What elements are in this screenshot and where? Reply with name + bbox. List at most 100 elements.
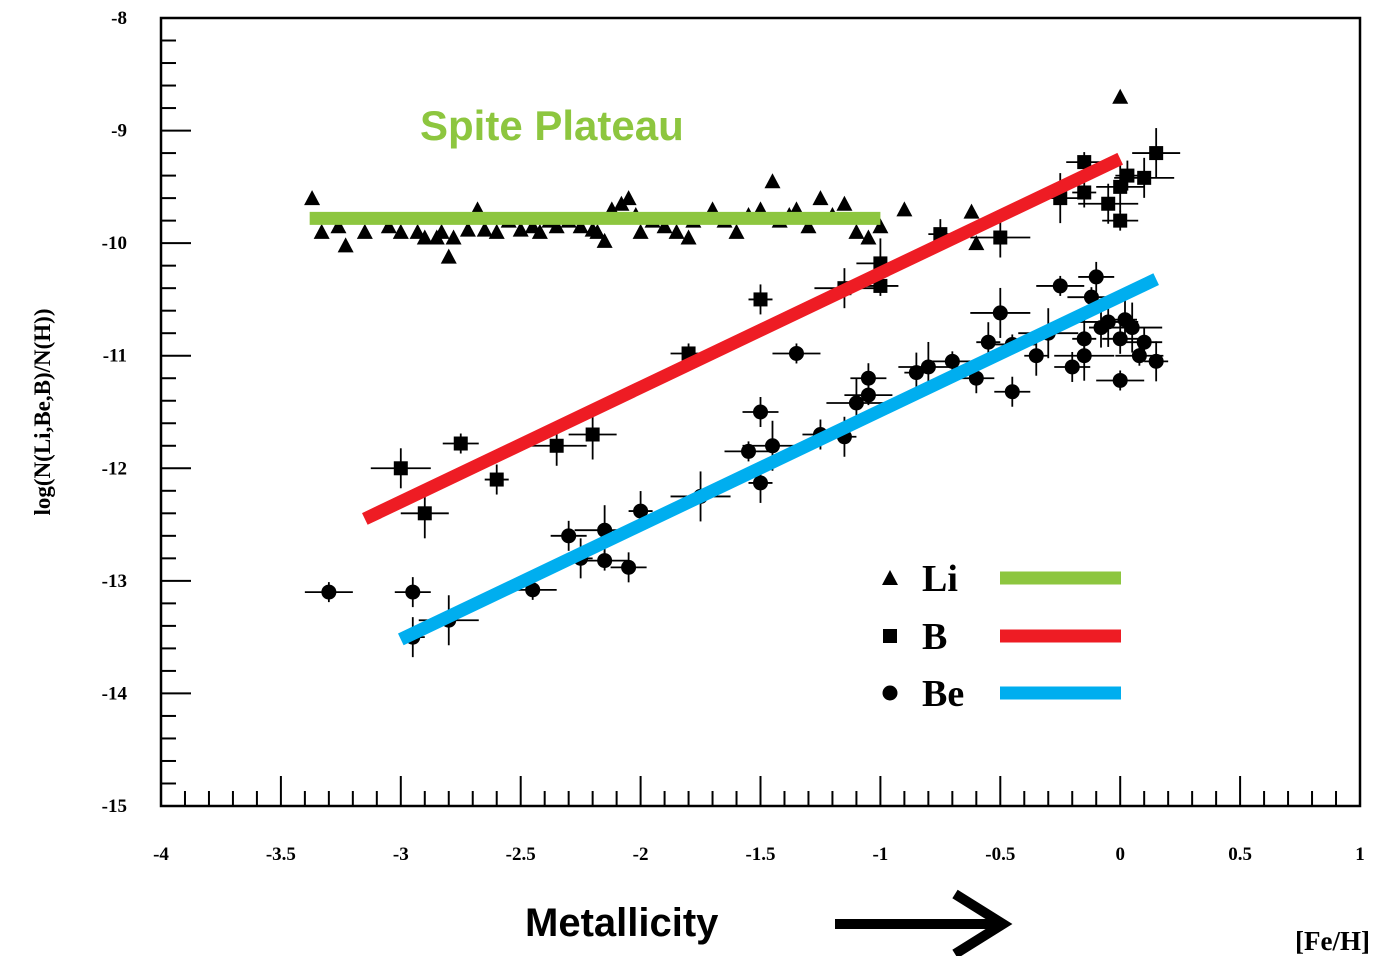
li-data-point [356, 223, 373, 239]
y-tick-label: -9 [111, 121, 127, 142]
be-data-point [1088, 269, 1104, 285]
be-data-point [597, 553, 613, 569]
legend-label-b: B [922, 616, 947, 658]
legend-marker-li [882, 570, 898, 585]
li-data-point [476, 221, 493, 237]
legend-marker-be [882, 685, 898, 701]
x-tick-label: -0.5 [985, 844, 1015, 865]
be-data-point [920, 359, 936, 375]
li-data-point [548, 218, 565, 234]
be-data-point [741, 443, 757, 459]
y-tick-label: -11 [103, 346, 127, 367]
y-tick-label: -15 [102, 796, 127, 817]
b-data-point [1137, 170, 1152, 185]
x-tick-labels: -4 -3.5 -3 -2.5 -2 -1.5 -1 -0.5 0 0.5 1 [153, 844, 1365, 865]
x-tick-label: 0 [1115, 844, 1125, 865]
be-data-point [848, 395, 864, 411]
be-data-point [321, 584, 337, 600]
b-fit-line [362, 152, 1123, 525]
li-data-point [416, 229, 433, 245]
li-data-point [313, 223, 330, 239]
b-data-point [873, 278, 888, 293]
li-data-point [680, 229, 697, 245]
be-data-point [753, 404, 768, 420]
li-data-point [848, 223, 865, 239]
be-data-point [1064, 359, 1080, 375]
b-data-point [753, 292, 768, 307]
li-data-point [800, 218, 817, 234]
li-data-point [392, 223, 409, 239]
li-data-point [872, 218, 889, 234]
li-data-point [968, 235, 985, 251]
be-data-point [908, 365, 924, 381]
be-data-point [1131, 348, 1147, 364]
be-fit-line [398, 273, 1159, 646]
b-data-point [585, 427, 600, 442]
li-data-point [330, 218, 347, 234]
b-data-point [1120, 168, 1135, 183]
li-data-point [524, 218, 541, 234]
x-tick-label: -1.5 [745, 844, 775, 865]
li-data-point [836, 195, 853, 211]
li-data-point [764, 173, 781, 189]
b-data-point [1113, 179, 1128, 194]
be-data-point [1148, 353, 1164, 369]
be-data-point [1112, 372, 1128, 388]
li-data-point [668, 223, 685, 239]
be-data-point [1100, 314, 1116, 330]
be-data-point [1076, 331, 1092, 347]
li-data-point [337, 237, 354, 253]
li-data-point [512, 221, 529, 237]
be-data-point [1124, 320, 1140, 336]
b-data-point [453, 436, 468, 451]
x-tick-label: -2 [633, 844, 649, 865]
b-data-point [1149, 146, 1164, 161]
b-data-point [393, 461, 408, 476]
spite-plateau-label: Spite Plateau [420, 102, 684, 149]
li-data-point [963, 203, 980, 219]
be-data-point [633, 503, 649, 519]
fit-lines [309, 152, 1159, 646]
li-data-point [440, 248, 457, 264]
y-tick-label: -13 [102, 571, 127, 592]
b-data-point [417, 506, 432, 521]
be-data-point [860, 387, 876, 403]
x-axis-label: [Fe/H] [1295, 926, 1370, 956]
be-data-point [944, 353, 960, 369]
be-data-point [1083, 289, 1099, 305]
be-data-point [968, 370, 984, 386]
y-tick-label: -14 [102, 683, 128, 704]
legend-marker-b [883, 629, 897, 643]
li-data-point [656, 218, 673, 234]
y-tick-label: -8 [111, 8, 127, 29]
x-tick-label: 1 [1355, 844, 1365, 865]
y-axis-label: log(N(Li,Be,B)/N(H)) [30, 309, 55, 516]
li-data-point [1112, 88, 1129, 104]
li-data-point [459, 221, 476, 237]
legend-label-be: Be [922, 673, 964, 715]
be-data-point [1004, 384, 1020, 400]
metallicity-label: Metallicity [525, 901, 719, 945]
x-tick-label: -3 [393, 844, 409, 865]
legend-label-li: Li [922, 558, 958, 600]
metallicity-arrow-icon [835, 889, 1013, 956]
x-tick-label: -2.5 [506, 844, 536, 865]
x-tick-label: -3.5 [266, 844, 296, 865]
be-data-point [980, 334, 996, 350]
li-data-point [589, 223, 606, 239]
li-data-point [531, 223, 548, 239]
be-data-point [1052, 278, 1068, 294]
b-data-point [549, 438, 564, 453]
li-data-point [445, 229, 462, 245]
be-data-point [621, 559, 637, 575]
axis-ticks [160, 17, 1361, 807]
b-data-point [1077, 185, 1092, 200]
li-data-point [304, 190, 321, 206]
b-data-point [993, 230, 1008, 245]
be-data-point [1112, 331, 1128, 347]
x-tick-label: 0.5 [1228, 844, 1252, 865]
li-data-point [896, 201, 913, 217]
be-data-point [1136, 334, 1152, 350]
be-data-point [561, 528, 577, 544]
